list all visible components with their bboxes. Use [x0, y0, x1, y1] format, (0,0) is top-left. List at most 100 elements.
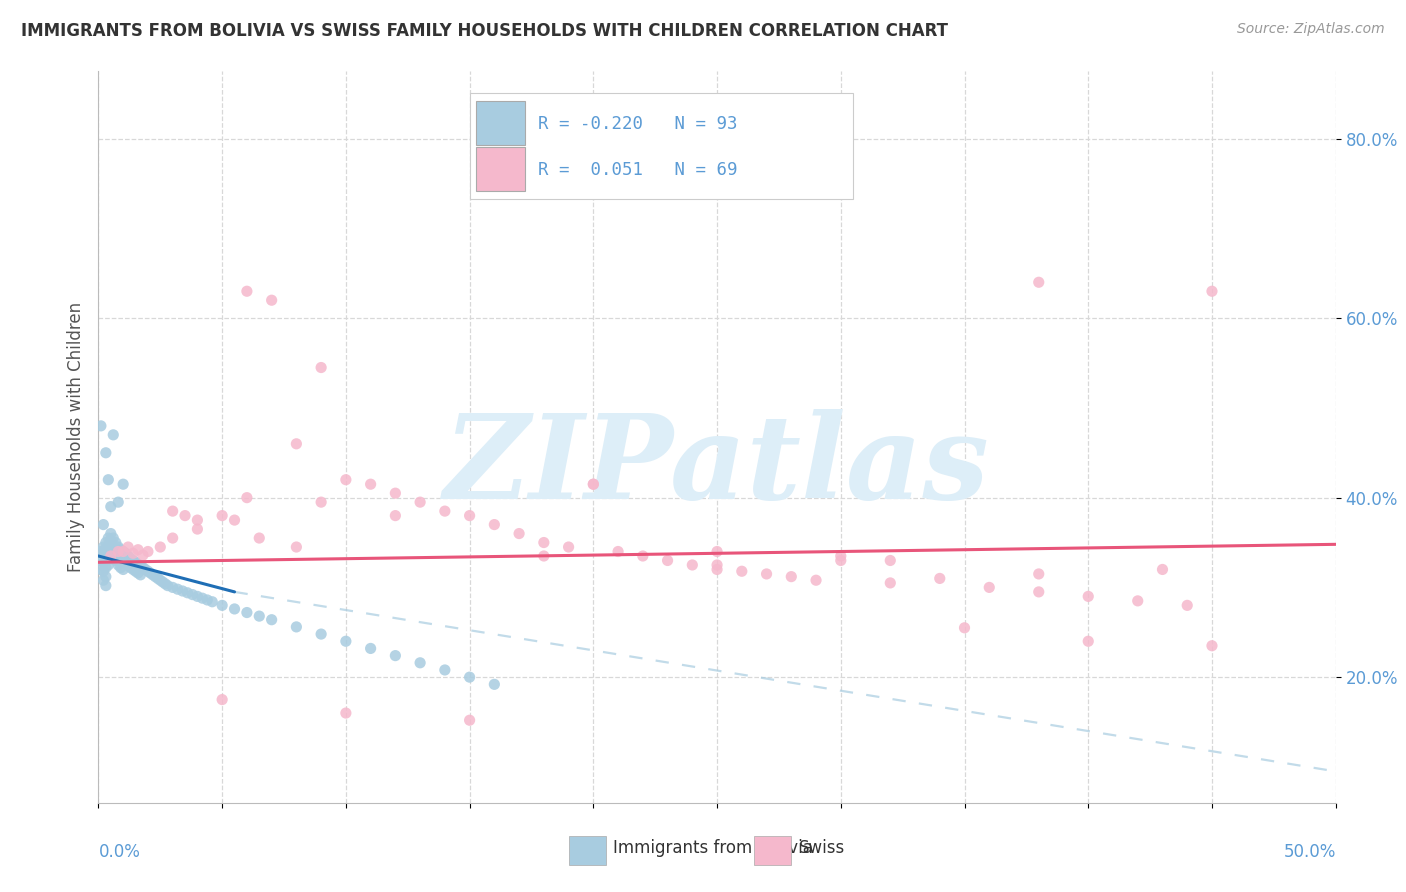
- Point: [533, 535, 555, 549]
- Point: [162, 504, 184, 518]
- Point: [110, 560, 132, 574]
- Point: [104, 535, 127, 549]
- Point: [201, 595, 224, 609]
- Point: [360, 477, 382, 491]
- Point: [335, 706, 357, 720]
- Point: [433, 504, 456, 518]
- Point: [93, 546, 115, 560]
- Point: [1201, 285, 1223, 299]
- Point: [1028, 585, 1050, 599]
- Point: [928, 571, 950, 585]
- Point: [103, 427, 125, 442]
- Point: [236, 491, 259, 505]
- Point: [533, 549, 555, 563]
- Point: [384, 508, 406, 523]
- Point: [94, 569, 117, 583]
- Point: [706, 558, 728, 572]
- Point: [285, 540, 308, 554]
- Point: [100, 551, 122, 566]
- Point: [830, 553, 852, 567]
- Point: [162, 581, 184, 595]
- Y-axis label: Family Households with Children: Family Households with Children: [66, 302, 84, 572]
- Point: [174, 508, 197, 523]
- Point: [285, 437, 308, 451]
- Point: [129, 567, 152, 582]
- Point: [127, 566, 149, 580]
- Point: [107, 549, 129, 563]
- Point: [360, 641, 382, 656]
- Point: [166, 582, 188, 597]
- Point: [94, 542, 117, 557]
- Point: [1152, 562, 1174, 576]
- Point: [100, 549, 122, 563]
- Point: [657, 553, 679, 567]
- Point: [309, 495, 332, 509]
- Point: [156, 579, 179, 593]
- Point: [484, 517, 506, 532]
- Point: [94, 551, 117, 566]
- Point: [433, 663, 456, 677]
- Point: [107, 544, 129, 558]
- FancyBboxPatch shape: [475, 101, 526, 145]
- Point: [129, 558, 152, 573]
- Point: [247, 609, 270, 624]
- Point: [458, 713, 481, 727]
- Point: [706, 544, 728, 558]
- Point: [149, 573, 172, 587]
- Point: [582, 477, 605, 491]
- Point: [112, 562, 135, 576]
- Point: [176, 586, 198, 600]
- Point: [93, 555, 115, 569]
- Point: [112, 544, 135, 558]
- Point: [122, 546, 145, 560]
- Point: [97, 473, 120, 487]
- Point: [136, 544, 159, 558]
- Point: [162, 531, 184, 545]
- Point: [94, 579, 117, 593]
- Point: [260, 613, 283, 627]
- Point: [458, 508, 481, 523]
- Point: [582, 477, 605, 491]
- Point: [97, 549, 120, 563]
- Point: [804, 573, 827, 587]
- Point: [1028, 275, 1050, 289]
- Point: [127, 557, 149, 571]
- Point: [186, 590, 208, 604]
- Point: [122, 553, 145, 567]
- Point: [136, 564, 159, 578]
- Point: [103, 549, 125, 563]
- Point: [557, 540, 579, 554]
- Point: [110, 551, 132, 566]
- Point: [100, 533, 122, 548]
- Point: [124, 564, 146, 578]
- FancyBboxPatch shape: [568, 836, 606, 865]
- Point: [90, 418, 112, 433]
- Point: [211, 508, 233, 523]
- Point: [755, 566, 778, 581]
- Point: [100, 500, 122, 514]
- Point: [114, 546, 136, 560]
- Point: [104, 544, 127, 558]
- Point: [309, 627, 332, 641]
- Point: [830, 549, 852, 563]
- Point: [309, 360, 332, 375]
- Point: [155, 577, 177, 591]
- Point: [93, 573, 115, 587]
- Point: [107, 558, 129, 572]
- Point: [93, 540, 115, 554]
- Point: [93, 564, 115, 578]
- Point: [152, 574, 174, 589]
- Point: [132, 548, 155, 562]
- Text: IMMIGRANTS FROM BOLIVIA VS SWISS FAMILY HOUSEHOLDS WITH CHILDREN CORRELATION CHA: IMMIGRANTS FROM BOLIVIA VS SWISS FAMILY …: [21, 22, 948, 40]
- Point: [107, 540, 129, 554]
- FancyBboxPatch shape: [470, 94, 853, 200]
- Point: [631, 549, 654, 563]
- Point: [186, 513, 208, 527]
- Point: [224, 513, 246, 527]
- Point: [114, 555, 136, 569]
- Point: [104, 553, 127, 567]
- Point: [1077, 634, 1099, 648]
- Point: [172, 584, 194, 599]
- Point: [127, 542, 149, 557]
- Point: [120, 551, 142, 566]
